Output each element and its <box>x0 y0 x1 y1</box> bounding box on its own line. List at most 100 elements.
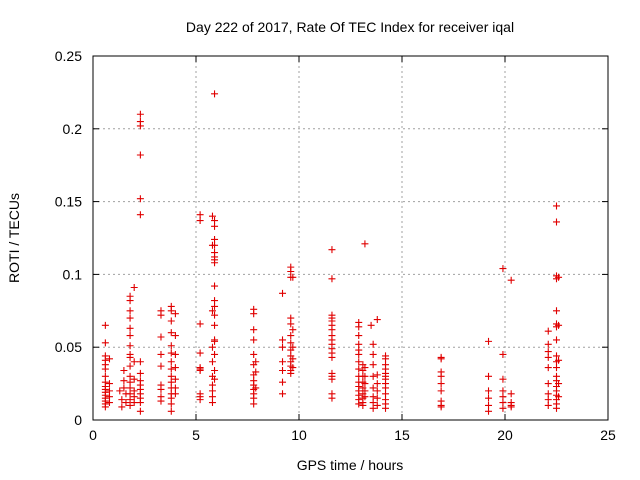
data-point <box>211 366 219 374</box>
data-point <box>157 385 165 393</box>
data-point <box>171 332 179 340</box>
data-point <box>355 400 363 408</box>
data-point <box>553 364 560 372</box>
data-point <box>211 282 219 290</box>
data-point <box>437 380 445 388</box>
data-points <box>101 90 563 415</box>
data-point <box>120 366 128 374</box>
y-tick-label: 0.1 <box>63 266 83 282</box>
data-point <box>485 372 493 380</box>
data-point <box>101 321 109 329</box>
data-point <box>120 377 128 385</box>
data-point <box>126 332 134 340</box>
data-point <box>279 358 287 366</box>
data-point <box>136 195 144 203</box>
data-point <box>507 276 515 284</box>
data-point <box>287 369 295 377</box>
x-tick-label: 15 <box>394 427 410 443</box>
data-point <box>507 390 515 398</box>
data-point <box>485 394 493 402</box>
data-point <box>130 399 138 407</box>
data-point <box>101 339 109 347</box>
data-point <box>126 401 134 409</box>
data-point <box>369 404 377 412</box>
data-point <box>171 375 179 383</box>
data-point <box>211 321 219 329</box>
data-point <box>485 337 493 345</box>
data-point <box>130 284 138 292</box>
data-point <box>116 387 124 395</box>
chart-title: Day 222 of 2017, Rate Of TEC Index for r… <box>186 19 514 35</box>
data-point <box>499 375 507 383</box>
data-point <box>555 380 563 388</box>
data-point <box>355 323 363 331</box>
data-point <box>130 358 138 366</box>
data-point <box>553 218 560 226</box>
data-point <box>157 333 165 341</box>
data-point <box>555 356 563 364</box>
data-point <box>437 387 445 395</box>
data-point <box>287 320 295 328</box>
data-point <box>211 337 219 345</box>
data-point <box>544 340 552 348</box>
data-point <box>167 358 175 366</box>
data-point <box>167 400 175 408</box>
data-point <box>136 369 144 377</box>
data-point <box>289 343 297 351</box>
x-tick-label: 20 <box>497 427 513 443</box>
data-point <box>544 380 552 388</box>
data-point <box>136 211 144 219</box>
data-point <box>208 358 216 366</box>
data-point <box>369 350 377 358</box>
data-point <box>126 362 134 370</box>
data-point <box>369 372 377 380</box>
data-point <box>118 396 126 404</box>
data-point <box>359 401 367 409</box>
data-point <box>105 355 113 363</box>
data-point <box>171 350 179 358</box>
data-point <box>105 380 113 388</box>
data-point <box>507 403 515 411</box>
data-point <box>361 240 369 248</box>
data-point <box>287 332 295 340</box>
data-point <box>555 273 563 281</box>
data-point <box>167 342 175 350</box>
grid-lines <box>93 56 608 420</box>
data-point <box>373 371 381 379</box>
data-point <box>171 364 179 372</box>
y-tick-label: 0.15 <box>55 194 82 210</box>
data-point <box>136 122 144 130</box>
data-point <box>355 350 363 358</box>
data-point <box>361 372 369 380</box>
data-point <box>250 336 258 344</box>
data-point <box>382 404 390 412</box>
data-point <box>126 353 134 361</box>
data-point <box>328 375 336 383</box>
data-point <box>485 387 493 395</box>
data-point <box>499 350 507 358</box>
data-point <box>208 399 216 407</box>
data-point <box>120 384 128 392</box>
data-point <box>211 241 219 249</box>
data-point <box>287 339 295 347</box>
data-point <box>252 384 260 392</box>
data-point <box>279 366 287 374</box>
data-point <box>499 404 507 412</box>
data-point <box>211 302 219 310</box>
data-point <box>544 364 552 372</box>
data-point <box>553 307 560 315</box>
data-point <box>279 289 287 297</box>
data-point <box>289 326 297 334</box>
data-point <box>126 297 134 305</box>
data-point <box>250 400 258 408</box>
data-point <box>361 393 369 401</box>
data-point <box>250 350 258 358</box>
data-point <box>136 110 144 118</box>
data-point <box>252 368 260 376</box>
data-point <box>367 321 375 329</box>
data-point <box>544 401 552 409</box>
data-point <box>553 404 560 412</box>
data-point <box>196 366 204 374</box>
data-point <box>126 307 134 315</box>
data-point <box>355 358 363 366</box>
